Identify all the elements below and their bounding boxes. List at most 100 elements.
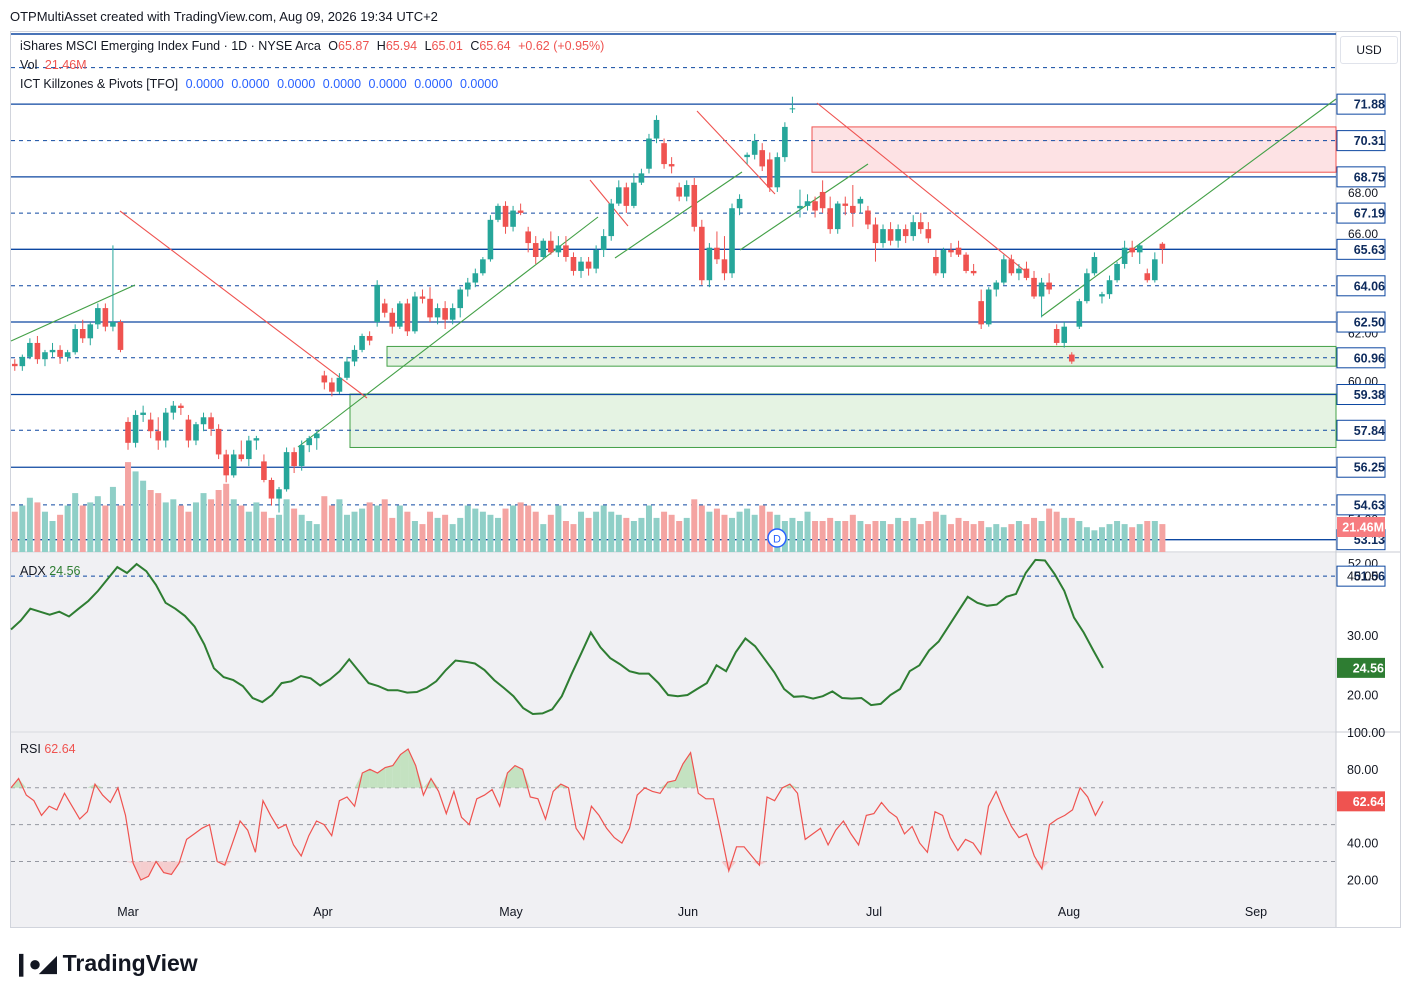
rsi-legend[interactable]: RSI 62.64: [20, 742, 76, 756]
rsi-oversold-fill: [163, 861, 172, 875]
volume-bar: [1061, 517, 1068, 552]
volume-bar: [668, 514, 675, 552]
rsi-pane-background: [11, 733, 1336, 927]
high-value: 65.94: [385, 39, 418, 53]
rsi-overbought-fill: [369, 769, 378, 788]
candle-body: [11, 363, 18, 367]
volume-bar: [457, 517, 464, 552]
candle-body: [865, 210, 871, 225]
adx-legend[interactable]: ADX 24.56: [20, 564, 80, 578]
tradingview-logo[interactable]: ❙●◢ TradingView: [12, 950, 198, 977]
price-level-tag: [1336, 93, 1386, 115]
volume-bar: [49, 521, 56, 552]
candle-body: [1152, 259, 1158, 281]
volume-bar: [593, 511, 600, 552]
rsi-oversold-fill: [1041, 861, 1050, 869]
volume-bar: [1098, 527, 1105, 552]
volume-last-tag: [1337, 517, 1385, 537]
rsi-tick-label: 40.00: [1347, 837, 1378, 851]
candle-body: [721, 259, 728, 274]
volume-bar: [427, 511, 434, 552]
volume-bar: [132, 471, 139, 552]
volume-bar: [887, 524, 894, 552]
candle-body: [1053, 329, 1060, 343]
candle-body: [819, 191, 826, 209]
candle-body: [1016, 268, 1022, 274]
candle-body: [683, 184, 690, 197]
volume-bar: [917, 524, 924, 552]
candle-body: [540, 240, 547, 257]
candle-body: [72, 329, 78, 353]
volume-bar: [645, 505, 652, 552]
volume-bar: [547, 514, 554, 552]
volume-bar: [849, 514, 856, 552]
volume-bar: [245, 511, 252, 552]
adx-pane-background: [11, 553, 1336, 731]
candle-body: [419, 296, 426, 299]
ict-value: 0.0000: [414, 77, 453, 91]
rsi-last-tag: [1337, 791, 1385, 812]
candle-body: [1023, 268, 1030, 278]
adx-tick-label: 30.00: [1347, 629, 1378, 643]
candle-body: [457, 289, 464, 309]
candle-body: [706, 247, 713, 281]
volume-bar: [857, 521, 864, 552]
volume-bar: [283, 499, 290, 552]
volume-bar: [72, 493, 79, 552]
candle-body: [208, 417, 214, 429]
currency-button[interactable]: USD: [1340, 36, 1398, 64]
volume-bar: [404, 511, 411, 552]
volume-bar: [502, 508, 509, 552]
demand-zone: [386, 345, 1337, 367]
volume-bar: [41, 511, 48, 552]
candle-body: [276, 489, 282, 499]
volume-bar: [796, 521, 803, 552]
volume-bar: [947, 524, 954, 552]
rsi-overbought-fill: [392, 754, 401, 788]
candle-body: [948, 250, 954, 253]
candle-body: [699, 226, 705, 281]
rsi-overbought-fill: [423, 778, 431, 788]
volume-legend[interactable]: Vol 21.46M: [20, 58, 91, 72]
candle-body: [1068, 354, 1075, 362]
candle-body: [1076, 301, 1083, 327]
candle-body: [27, 342, 33, 357]
ict-legend[interactable]: ICT Killzones & Pivots [TFO] 0.0000 0.00…: [20, 77, 502, 91]
time-axis-label: Aug: [1058, 905, 1080, 919]
rsi-overbought-fill: [408, 749, 416, 788]
candle-body: [1106, 280, 1113, 295]
candle-body: [1008, 259, 1015, 274]
volume-bar: [736, 511, 743, 552]
trend-line: [614, 171, 743, 259]
candle-body: [344, 361, 350, 378]
volume-bar: [328, 505, 335, 552]
candle-body: [1038, 282, 1045, 297]
trend-line: [739, 163, 869, 251]
volume-bar: [140, 480, 147, 552]
candle-body: [495, 205, 501, 220]
candle-body: [178, 405, 184, 408]
volume-bar: [87, 502, 94, 552]
ict-value: 0.0000: [368, 77, 407, 91]
volume-bar: [1076, 521, 1083, 552]
candle-body: [774, 157, 781, 188]
candle-body: [87, 324, 94, 339]
symbol-legend[interactable]: iShares MSCI Emerging Index Fund · 1D · …: [20, 39, 608, 53]
candle-body: [653, 119, 660, 139]
candle-body: [230, 454, 237, 476]
candle-body: [593, 250, 599, 269]
open-value: 65.87: [338, 39, 370, 53]
adx-tick-label: 20.00: [1347, 689, 1378, 703]
candle-body: [79, 329, 86, 339]
rsi-overbought-fill: [499, 772, 508, 788]
candle-body: [759, 150, 766, 167]
candle-body: [842, 203, 849, 206]
rsi-overbought-fill: [515, 765, 523, 788]
dividend-marker-icon: [767, 528, 787, 548]
tradingview-logo-icon: ❙●◢: [12, 950, 57, 976]
candle-body: [736, 198, 743, 209]
candle-body: [933, 256, 939, 274]
adx-last-tag: [1337, 657, 1385, 678]
volume-bar: [230, 499, 237, 552]
